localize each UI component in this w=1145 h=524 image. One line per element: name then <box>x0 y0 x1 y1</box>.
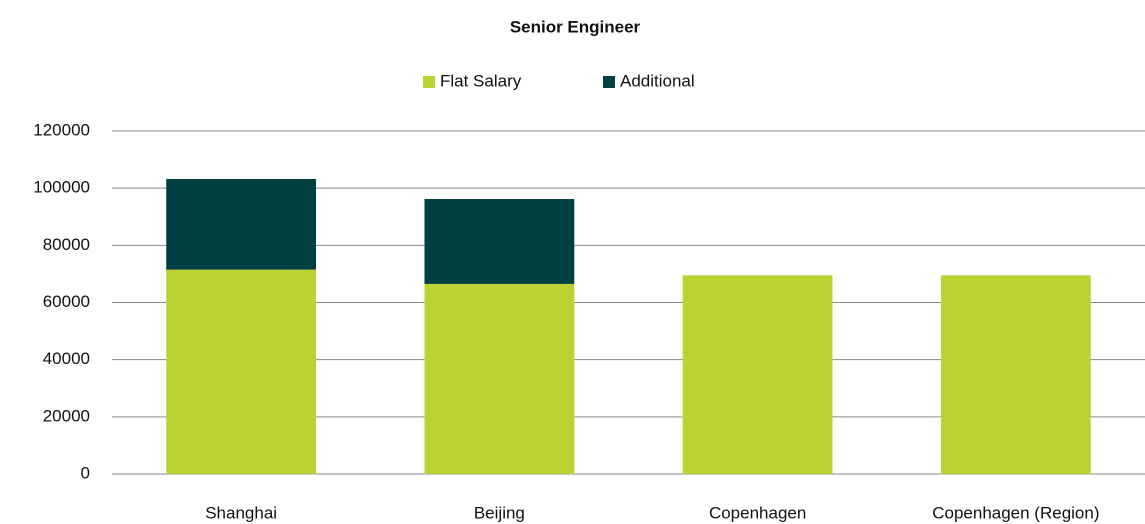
bar <box>424 283 575 474</box>
x-tick-label: Shanghai <box>205 503 277 522</box>
y-tick-label: 60000 <box>43 292 90 311</box>
x-tick-label: Copenhagen <box>709 503 806 522</box>
legend-label: Flat Salary <box>440 71 522 90</box>
y-tick-label: 0 <box>81 463 90 482</box>
y-tick-label: 40000 <box>43 349 90 368</box>
x-tick-label: Beijing <box>474 503 525 522</box>
bar <box>424 199 575 284</box>
x-tick-label: Copenhagen (Region) <box>932 503 1099 522</box>
legend-swatch <box>603 76 615 88</box>
y-tick-label: 100000 <box>33 178 90 197</box>
bar <box>940 275 1091 474</box>
bar <box>682 275 833 474</box>
y-tick-label: 120000 <box>33 120 90 139</box>
y-tick-label: 20000 <box>43 406 90 425</box>
bar <box>166 269 317 474</box>
y-tick-label: 80000 <box>43 235 90 254</box>
legend-swatch <box>423 76 435 88</box>
legend-label: Additional <box>620 71 695 90</box>
chart-title: Senior Engineer <box>510 17 641 36</box>
bar <box>166 179 317 270</box>
